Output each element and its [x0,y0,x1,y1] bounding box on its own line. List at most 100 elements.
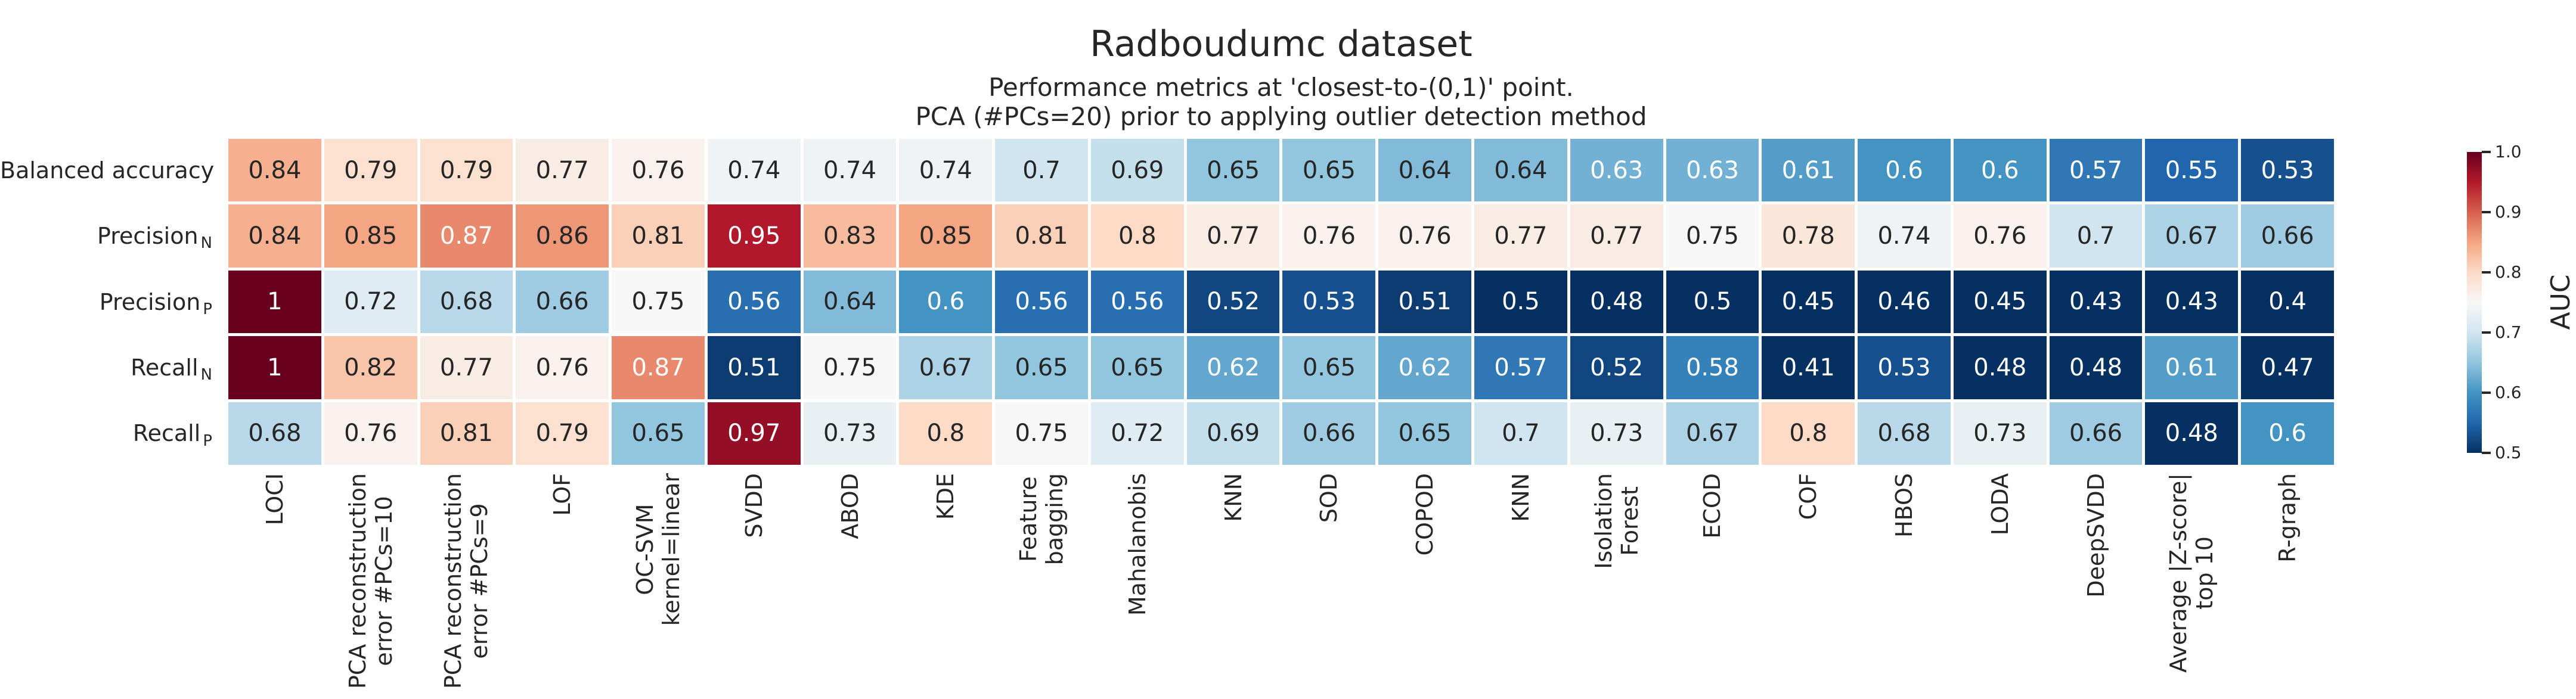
cell-value: 0.87 [439,222,493,250]
heatmap-cell: 0.53 [2241,139,2334,202]
cell-value: 0.41 [1781,353,1835,381]
col-label: PCA reconstruction error #PCs=10 [344,473,397,689]
cell-value: 0.74 [727,156,781,184]
col-label: LOF [549,473,576,516]
heatmap-cell: 0.53 [1858,336,1951,399]
cell-value: 0.95 [727,222,781,250]
heatmap-cell: 0.65 [1282,139,1376,202]
heatmap-cell: 0.8 [899,402,993,465]
cell-value: 0.76 [535,353,589,381]
cell-value: 0.64 [1398,156,1452,184]
heatmap-cell: 0.46 [1858,270,1951,334]
chart-subtitle: Performance metrics at 'closest-to-(0,1)… [228,73,2334,131]
heatmap-cell: 0.77 [1570,204,1663,268]
cell-value: 0.68 [439,288,493,316]
cell-value: 0.86 [535,222,589,250]
cell-value: 0.74 [919,156,972,184]
cell-value: 0.76 [631,156,685,184]
heatmap-cell: 0.65 [1282,336,1376,399]
row-label-subscript: P [203,431,212,450]
cell-value: 0.65 [631,420,685,448]
heatmap-cell: 0.69 [1090,139,1184,202]
heatmap-cell: 0.83 [803,204,897,268]
colorbar-tick-mark [2482,452,2491,454]
cell-value: 0.68 [1877,420,1931,448]
heatmap-cell: 0.74 [803,139,897,202]
cell-value: 0.67 [919,353,972,381]
cell-value: 0.76 [1973,222,2027,250]
heatmap-cell: 0.85 [324,204,417,268]
cell-value: 0.51 [727,353,781,381]
cell-value: 0.65 [1398,420,1452,448]
row-label: Precision P [0,288,212,323]
cell-value: 0.75 [631,288,685,316]
heatmap-cell: 0.65 [1378,402,1472,465]
heatmap-cell: 0.41 [1762,336,1855,399]
heatmap-cell: 0.85 [899,204,993,268]
cell-value: 0.8 [1118,222,1157,250]
heatmap-cell: 0.67 [1666,402,1759,465]
col-label: COPOD [1412,473,1439,556]
cell-value: 0.52 [1590,353,1644,381]
heatmap-cell: 0.73 [803,402,897,465]
heatmap-cell: 0.57 [2049,139,2143,202]
colorbar [2467,152,2482,453]
cell-value: 0.65 [1302,156,1356,184]
cell-value: 0.66 [2069,420,2123,448]
heatmap-cell: 0.77 [420,336,513,399]
heatmap-cell: 0.68 [1858,402,1951,465]
heatmap-cell: 0.72 [1090,402,1184,465]
cell-value: 0.47 [2261,353,2314,381]
cell-value: 0.62 [1207,353,1260,381]
row-label-subscript: P [203,300,212,318]
colorbar-tick-label: 0.7 [2495,322,2522,342]
heatmap-cell: 1 [228,270,321,334]
row-label: Precision N [0,222,212,257]
heatmap-cell: 0.56 [995,270,1088,334]
heatmap-cell: 0.81 [995,204,1088,268]
heatmap-cell: 0.65 [1186,139,1280,202]
cell-value: 0.6 [1980,156,2019,184]
cell-value: 0.48 [2069,353,2123,381]
cell-value: 0.65 [1111,353,1164,381]
cell-value: 0.64 [1494,156,1548,184]
row-label: Recall N [0,354,212,389]
heatmap-cell: 0.73 [1953,402,2047,465]
heatmap-cell: 0.5 [1666,270,1759,334]
cell-value: 0.63 [1685,156,1739,184]
heatmap-cell: 0.8 [1762,402,1855,465]
cell-value: 0.81 [1015,222,1068,250]
heatmap-cell: 0.74 [899,139,993,202]
cell-value: 0.67 [1685,420,1739,448]
row-label-text: Recall [132,420,201,447]
col-label: Average |Z-score| top 10 [2165,473,2218,673]
heatmap-cell: 0.65 [612,402,705,465]
heatmap-cell: 0.75 [995,402,1088,465]
heatmap-cell: 0.8 [1090,204,1184,268]
heatmap-cell: 0.6 [2241,402,2334,465]
cell-value: 0.75 [1685,222,1739,250]
cell-value: 0.57 [1494,353,1548,381]
heatmap-cell: 0.64 [1378,139,1472,202]
heatmap-cell: 0.53 [1282,270,1376,334]
cell-value: 0.75 [1015,420,1068,448]
heatmap-cell: 0.77 [1474,204,1567,268]
cell-value: 0.66 [2261,222,2314,250]
heatmap-cell: 0.76 [1953,204,2047,268]
row-label-text: Precision [97,223,199,250]
cell-value: 0.78 [1781,222,1835,250]
subtitle-line-1: Performance metrics at 'closest-to-(0,1)… [988,73,1574,102]
col-label: PCA reconstruction error #PCs=9 [440,473,493,689]
heatmap-cell: 0.68 [420,270,513,334]
colorbar-tick-label: 0.9 [2495,202,2522,222]
cell-value: 0.81 [631,222,685,250]
cell-value: 0.45 [1973,288,2027,316]
col-label: KNN [1507,473,1534,522]
heatmap-cell: 0.77 [1186,204,1280,268]
col-label: Isolation Forest [1590,473,1643,569]
heatmap-cell: 0.65 [995,336,1088,399]
heatmap-cell: 0.76 [516,336,609,399]
cell-value: 1 [267,353,283,381]
heatmap-cell: 0.97 [707,402,801,465]
